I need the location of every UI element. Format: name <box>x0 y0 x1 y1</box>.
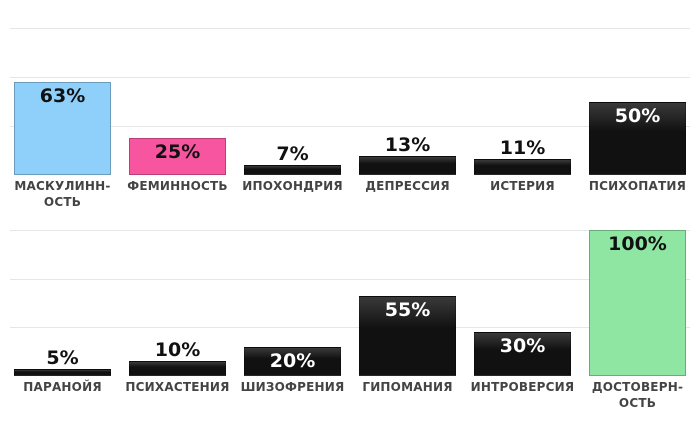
value-label: 63% <box>39 85 86 108</box>
grid-line <box>10 126 690 127</box>
category-label: ФЕМИННОСТЬ <box>127 179 228 193</box>
value-label: 30% <box>499 335 546 358</box>
bar <box>14 368 111 376</box>
bar <box>359 155 456 175</box>
value-label: 5% <box>46 346 79 369</box>
bar <box>14 82 111 175</box>
grid-line <box>10 327 690 329</box>
bar <box>244 346 341 376</box>
value-label: 55% <box>384 298 431 321</box>
bar <box>589 230 686 376</box>
bar <box>474 158 571 175</box>
category-label: ПСИХАСТЕНИЯ <box>125 380 230 394</box>
category-label: ПАРАНОЙЯ <box>23 380 102 394</box>
category-label: ДЕПРЕССИЯ <box>365 179 450 193</box>
bar <box>589 101 686 175</box>
grid-line <box>10 28 690 29</box>
bar <box>129 361 226 376</box>
value-label: 11% <box>499 136 546 159</box>
bar <box>244 164 341 175</box>
value-label: 10% <box>154 339 201 362</box>
category-label: МАСКУЛИНН- ОСТЬ <box>14 179 111 209</box>
value-label: 7% <box>276 142 309 165</box>
category-label: ИПОХОНДРИЯ <box>242 179 343 193</box>
bar <box>474 332 571 376</box>
value-label: 100% <box>608 233 667 255</box>
category-label: ГИПОМАНИЯ <box>362 380 453 394</box>
grid-line <box>10 77 690 78</box>
category-label: ДОСТОВЕРН- ОСТЬ <box>591 380 684 410</box>
grid-line <box>10 278 690 280</box>
value-label: 20% <box>269 349 316 372</box>
value-label: 25% <box>154 141 201 164</box>
value-label: 13% <box>384 133 431 156</box>
bar <box>129 138 226 175</box>
category-label: ШИЗОФРЕНИЯ <box>240 380 345 394</box>
value-label: 50% <box>614 104 661 127</box>
category-label: ИСТЕРИЯ <box>490 179 555 193</box>
grid-line <box>10 230 690 231</box>
bar <box>359 295 456 376</box>
category-label: ИНТРОВЕРСИЯ <box>470 380 575 394</box>
category-label: ПСИХОПАТИЯ <box>588 179 687 193</box>
